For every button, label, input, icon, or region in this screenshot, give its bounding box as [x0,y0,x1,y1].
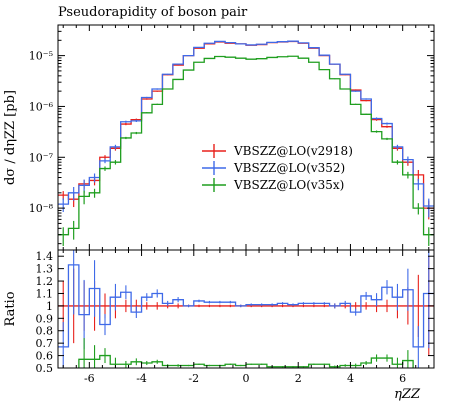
x-tick-label: 6 [399,372,406,385]
series-1 [58,40,434,220]
x-tick-label: 0 [243,372,250,385]
ratio-step-line [58,264,434,348]
x-tick-label: -6 [84,372,95,385]
series-3 [58,55,434,246]
ratio-tick-label: 1.2 [36,275,54,288]
ratio-tick-label: 0.7 [36,337,54,350]
y-axis-label: dσ / dηZZ [pb] [3,90,18,185]
legend-label: VBSZZ@LO(v352) [233,161,345,175]
ratio-tick-label: 1.3 [36,263,54,276]
x-tick-label: -4 [136,372,147,385]
histogram-line [58,55,434,236]
legend-label: VBSZZ@LO(v2918) [233,144,353,158]
ratio-tick-label: 0.5 [36,362,54,375]
ratio-tick-label: 1.4 [36,250,54,263]
x-tick-label: 4 [347,372,354,385]
x-tick-label: 2 [295,372,302,385]
ratio-tick-label: 1 [46,300,53,313]
ratio-panel-frame [57,249,435,369]
ratio-tick-label: 0.6 [36,350,54,363]
legend-item: VBSZZ@LO(v352) [202,161,345,175]
legend-item: VBSZZ@LO(v35x) [202,178,344,192]
ratio-series-2 [58,250,434,368]
y-tick-label: 10⁻⁶ [29,100,54,113]
ratio-tick-label: 1.1 [36,287,54,300]
ratio-axis-label: Ratio [3,291,18,326]
ratio-panel-series [58,250,434,368]
legend: VBSZZ@LO(v2918) VBSZZ@LO(v352) VBSZZ@LO(v3… [202,144,353,192]
ratio-tick-label: 0.9 [36,312,54,325]
x-tick-label: -2 [188,372,199,385]
chart-title: Pseudorapidity of boson pair [58,5,248,20]
y-tick-label: 10⁻⁵ [29,50,53,63]
y-tick-label: 10⁻⁸ [29,202,54,215]
main-panel-series [58,40,434,246]
legend-item: VBSZZ@LO(v2918) [202,144,353,158]
histogram-line [58,40,434,207]
y-tick-label: 10⁻⁷ [29,151,54,164]
plot-areas: -6 -4 -2 0 2 4 6 10⁻⁸ 10⁻⁷ 10⁻⁶ 10⁻⁵ 0.50.60.70.80.… [29,24,435,385]
legend-label: VBSZZ@LO(v35x) [233,178,344,192]
ratio-tick-label: 0.8 [36,325,54,338]
ratio-step-line [78,354,414,368]
x-axis-label: ηZZ [394,387,421,402]
